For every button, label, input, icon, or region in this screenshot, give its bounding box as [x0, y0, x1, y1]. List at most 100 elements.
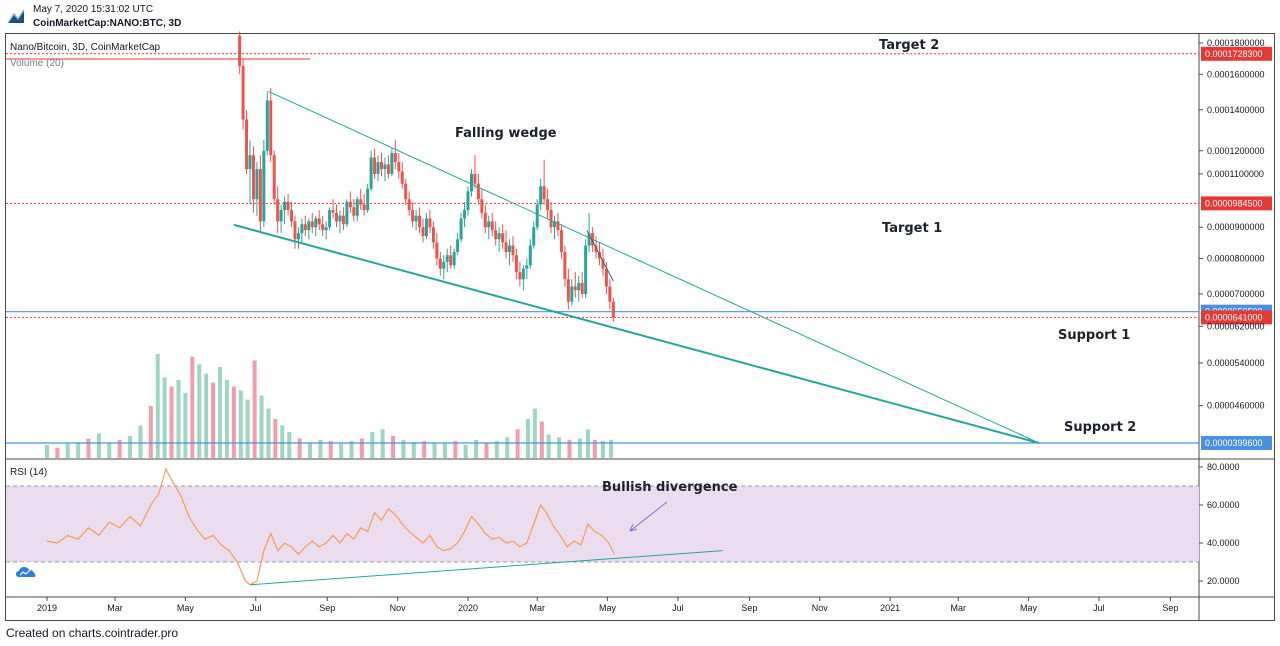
candle-body	[601, 258, 605, 269]
candle-body	[418, 215, 422, 228]
candle-body	[480, 199, 484, 213]
volume-bar	[245, 399, 250, 458]
volume-bar	[86, 438, 91, 458]
candle-body	[300, 224, 304, 234]
candle-body	[245, 119, 249, 170]
candle-body	[566, 279, 570, 302]
price-tick-label: 0.0000460000	[1207, 401, 1265, 411]
candle-body	[438, 258, 442, 269]
candle-body	[563, 251, 567, 280]
candle-body	[487, 221, 491, 228]
rsi-tick-label: 60.0000	[1207, 500, 1240, 510]
volume-bar	[328, 441, 333, 458]
candles	[238, 31, 615, 323]
candle-body	[348, 201, 352, 208]
falling-wedge-annotation: Falling wedge	[455, 126, 557, 141]
candle-body	[490, 221, 494, 231]
volume-bar	[280, 425, 285, 458]
wedge-upper	[268, 91, 1040, 444]
volume-bar	[391, 435, 396, 458]
cloud-icon[interactable]	[13, 562, 39, 582]
volume-bar	[609, 439, 614, 458]
candle-body	[494, 230, 498, 240]
rsi-line	[46, 467, 616, 586]
wedge-lower	[233, 223, 1040, 444]
candle-body	[473, 173, 477, 184]
candle-body	[570, 286, 574, 302]
time-tick-label: Mar	[950, 603, 966, 613]
volume-bar	[380, 429, 385, 458]
candle-body	[328, 210, 332, 228]
volume-bar	[592, 439, 597, 458]
volume-bar	[273, 419, 278, 458]
candle-body	[435, 242, 439, 259]
volume-bar	[349, 441, 354, 458]
time-tick-label: 2021	[880, 603, 900, 613]
time-tick-label: May	[177, 603, 195, 613]
volume-bar	[218, 367, 223, 458]
level-tag	[1201, 310, 1272, 325]
volume-bar	[401, 439, 406, 458]
time-tick-label: May	[599, 603, 617, 613]
candle-body	[386, 164, 390, 174]
candle-body	[421, 227, 425, 237]
volume-bar	[484, 442, 489, 458]
axes: 0.0001800000 0.0001600000 0.0001400000 0.00…	[37, 38, 1265, 613]
volume-bar	[532, 408, 537, 458]
candle-body	[514, 255, 518, 273]
candle-body	[483, 212, 487, 228]
rsi-tick-label: 40.0000	[1207, 538, 1240, 548]
candle-body	[335, 212, 339, 222]
level-tag	[1201, 436, 1272, 450]
volume-bar	[190, 356, 195, 458]
volume-bar	[107, 442, 112, 458]
candle-body	[324, 227, 328, 231]
candle-body	[452, 251, 456, 266]
volume-bar	[600, 441, 605, 458]
candle-body	[518, 272, 522, 280]
time-tick-label: Sep	[741, 603, 757, 613]
candle-body	[463, 210, 467, 219]
time-tick-label: Sep	[319, 603, 335, 613]
volume-bar	[55, 447, 60, 458]
candle-body	[379, 162, 383, 170]
candle-body	[355, 199, 359, 216]
candle-body	[341, 215, 345, 225]
candle-body	[255, 169, 259, 200]
candle-body	[604, 268, 608, 287]
footer-credit: Created on charts.cointrader.pro	[6, 626, 179, 640]
level-label: Target 1	[882, 221, 942, 236]
candle-body	[397, 162, 401, 172]
price-tick-label: 0.0000900000	[1207, 222, 1265, 232]
candle-body	[535, 204, 539, 228]
candle-body	[241, 66, 245, 120]
candle-body	[296, 233, 300, 240]
volume-bar	[96, 433, 101, 458]
candle-body	[611, 301, 615, 318]
candle-body	[248, 155, 252, 170]
time-tick-label: Jul	[672, 603, 684, 613]
volume-bar	[45, 445, 49, 458]
candle-body	[459, 218, 463, 240]
level-label: Support 1	[1058, 328, 1130, 343]
candle-body	[317, 218, 321, 225]
volume-bar	[297, 438, 302, 458]
candle-body	[577, 282, 581, 291]
candle-body	[449, 255, 453, 266]
candle-body	[376, 162, 380, 174]
candle-body	[366, 188, 370, 211]
candle-body	[383, 164, 387, 170]
candle-body	[251, 155, 255, 200]
price-tick-label: 0.0001800000	[1207, 38, 1265, 48]
candle-body	[542, 186, 546, 200]
candle-body	[400, 171, 404, 184]
volume-bar	[224, 380, 229, 458]
volume-bar	[525, 419, 530, 458]
rsi-tick-label: 20.0000	[1207, 576, 1240, 586]
candle-body	[456, 239, 460, 252]
price-tick-label: 0.0000700000	[1207, 289, 1265, 299]
candle-body	[258, 169, 262, 222]
volume-bar	[453, 441, 458, 458]
snapshot-datetime: May 7, 2020 15:31:02 UTC	[33, 4, 154, 15]
